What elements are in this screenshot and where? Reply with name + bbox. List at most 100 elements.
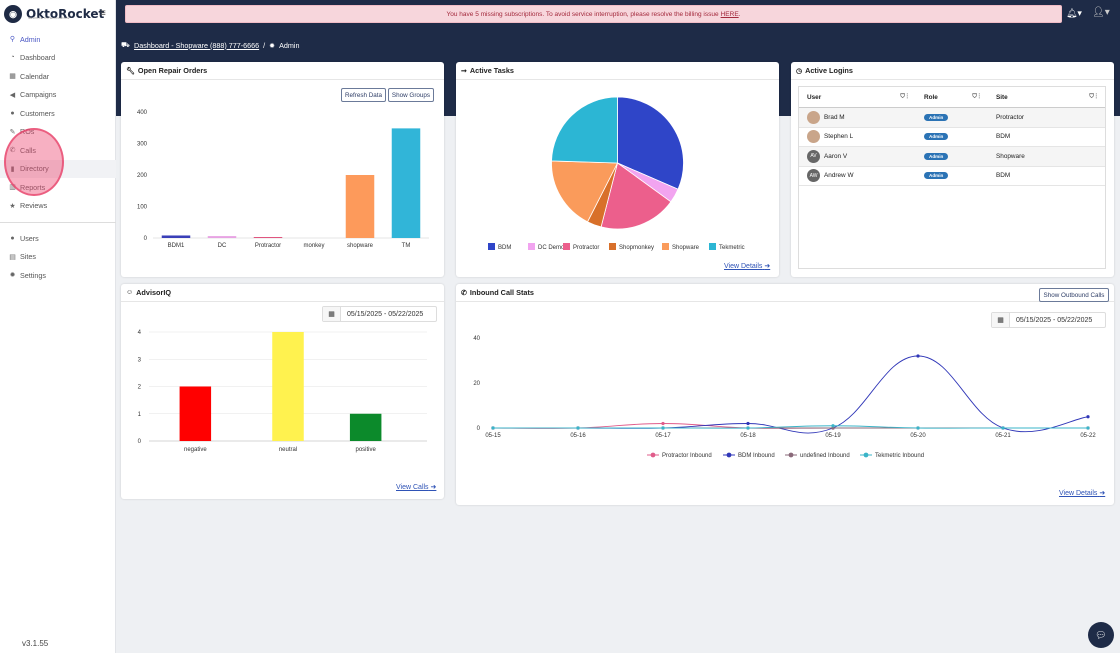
x-tick-label: BDM1	[168, 243, 185, 249]
sidebar-item-label: Users	[20, 233, 39, 243]
advisoriq-view-calls-link[interactable]: View Calls ➜	[396, 483, 436, 491]
logo[interactable]: ◉ OktoRocket	[4, 4, 112, 24]
sidebar-item-label: Calendar	[20, 71, 50, 81]
avatar	[807, 130, 820, 144]
legend-label: Tekmetric Inbound	[875, 453, 924, 459]
sidebar-item-directory[interactable]: ▮ Directory	[0, 159, 116, 178]
sidebar-item-reports[interactable]: ▥ Reports	[0, 178, 116, 197]
user-name: Stephen L	[824, 133, 854, 141]
inbound-date-range-input[interactable]: ▦ 05/15/2025 - 05/22/2025	[991, 312, 1106, 328]
x-tick-label: 05-21	[995, 433, 1011, 439]
series-line	[493, 355, 1089, 434]
sidebar-item-admin[interactable]: ⚲ Admin	[0, 30, 116, 49]
x-tick-label: 05-15	[485, 433, 501, 439]
pie-slice	[551, 160, 619, 223]
repair-orders-header: 🔧︎ Open Repair Orders	[121, 62, 444, 80]
user-menu-icon[interactable]: 👤︎▾	[1092, 7, 1110, 18]
data-point	[746, 426, 750, 430]
legend-label: Protractor Inbound	[662, 453, 712, 459]
sidebar-item-label: Reviews	[20, 201, 48, 211]
x-tick-label: 05-22	[1080, 433, 1096, 439]
sidebar-item-label: ROs	[20, 127, 35, 137]
show-groups-button[interactable]: Show Groups	[388, 88, 434, 102]
logo-subtitle: SERVICE INTELLIGENCE	[28, 16, 70, 20]
table-row[interactable]: AV Aaron V Admin Shopware	[799, 147, 1105, 167]
chat-icon[interactable]: 💬︎	[1088, 622, 1114, 648]
y-tick-label: 4	[138, 330, 142, 336]
billing-alert: You have 5 missing subscriptions. To avo…	[125, 5, 1062, 23]
role-badge: Admin	[924, 152, 949, 160]
sidebar-item-label: Settings	[20, 270, 46, 280]
table-row[interactable]: Stephen L Admin BDM	[799, 128, 1105, 147]
sidebar: ◉ OktoRocket SERVICE INTELLIGENCE ≡ ⚲ Adm…	[0, 0, 116, 653]
legend-swatch	[709, 243, 716, 250]
column-site[interactable]: Site ⛉ ⋮	[988, 94, 1105, 101]
breadcrumb-dashboard-link[interactable]: Dashboard - Shopware (888) 777-6666	[134, 40, 260, 50]
smile-icon: ☺	[126, 289, 134, 296]
alert-link[interactable]: HERE	[720, 10, 739, 18]
inbound-view-details-link[interactable]: View Details ➜	[1059, 489, 1105, 497]
wrench-icon: 🔧︎	[126, 67, 135, 75]
sidebar-item-users[interactable]: ● Users	[0, 229, 116, 248]
y-tick-label: 0	[144, 236, 148, 242]
filter-icon[interactable]: ⛉ ⋮	[972, 93, 980, 100]
sidebar-item-ros[interactable]: ✎ ROs	[0, 123, 116, 142]
sidebar-item-dashboard[interactable]: ◔ Dashboard	[0, 49, 116, 68]
table-row[interactable]: Brad M Admin Protractor	[799, 108, 1105, 128]
filter-icon[interactable]: ⛉ ⋮	[1089, 93, 1097, 100]
bell-icon[interactable]: 🔔︎▾	[1066, 8, 1082, 18]
legend-label: BDM Inbound	[738, 453, 775, 459]
x-tick-label: 05-18	[740, 433, 756, 439]
data-point	[831, 426, 835, 430]
refresh-data-button[interactable]: Refresh Data	[341, 88, 386, 102]
sidebar-item-reviews[interactable]: ★ Reviews	[0, 197, 116, 216]
sidebar-item-sites[interactable]: ▤ Sites	[0, 248, 116, 267]
active-tasks-view-details-link[interactable]: View Details ➜	[724, 262, 770, 270]
avatar	[807, 110, 820, 124]
x-tick-label: Protractor	[255, 243, 281, 249]
sidebar-item-calls[interactable]: ✆ Calls	[0, 141, 116, 160]
sidebar-item-campaigns[interactable]: ◀ Campaigns	[0, 86, 116, 105]
sidebar-item-calendar[interactable]: ▦ Calendar	[0, 67, 116, 86]
role-badge: Admin	[924, 172, 949, 180]
active-logins-title: Active Logins	[805, 66, 853, 75]
column-user[interactable]: User ⛉ ⋮	[799, 94, 916, 101]
active-logins-header: ◷ Active Logins	[791, 62, 1114, 80]
y-tick-label: 40	[473, 336, 480, 342]
legend-swatch	[662, 243, 669, 250]
show-outbound-calls-button[interactable]: Show Outbound Calls	[1039, 288, 1109, 302]
advisoriq-card: ☺ AdvisorIQ ▦ 05/15/2025 - 05/22/2025 0 1 2 3…	[121, 284, 444, 499]
data-point	[746, 421, 750, 426]
legend-marker	[788, 452, 794, 458]
y-tick-label: 100	[137, 205, 148, 211]
legend-swatch	[609, 243, 616, 250]
sidebar-item-label: Sites	[20, 252, 36, 262]
sidebar-item-settings[interactable]: ✹ Settings	[0, 266, 116, 285]
role-badge: Admin	[924, 133, 949, 141]
date-range-value: 05/15/2025 - 05/22/2025	[1016, 316, 1093, 324]
breadcrumb-current: Admin	[279, 40, 300, 50]
hamburger-menu-icon[interactable]: ≡	[100, 8, 106, 19]
legend-marker	[863, 452, 869, 458]
table-row[interactable]: AW Andrew W Admin BDM	[799, 167, 1105, 186]
x-tick-label: positive	[355, 447, 376, 453]
active-tasks-card: ➞ Active Tasks BDM DC Demo Protractor Shopmo…	[456, 62, 779, 277]
data-point	[576, 426, 580, 430]
y-tick-label: 0	[138, 439, 142, 445]
advisoriq-chart: 0 1 2 3 4 negative neutral positive	[138, 330, 427, 453]
active-tasks-chart: BDM DC Demo Protractor Shopmonkey Shopware Te…	[488, 96, 745, 251]
filter-icon[interactable]: ⛉ ⋮	[900, 93, 908, 100]
data-point	[1086, 426, 1090, 430]
calendar-icon: ▦	[992, 313, 1010, 327]
view-calls-label: View Calls	[396, 484, 429, 491]
inbound-calls-title: Inbound Call Stats	[469, 288, 534, 297]
series-line	[493, 425, 1088, 429]
sidebar-item-customers[interactable]: ● Customers	[0, 104, 116, 123]
bar	[272, 332, 304, 441]
sidebar-item-label: Customers	[20, 108, 55, 118]
star-icon: ★	[9, 202, 16, 210]
column-role[interactable]: Role ⛉ ⋮	[916, 94, 988, 101]
advisoriq-date-range-input[interactable]: ▦ 05/15/2025 - 05/22/2025	[322, 306, 437, 322]
legend-label: Shopware	[672, 245, 700, 251]
sidebar-nav: ⚲ Admin ◔ Dashboard ▦ Calendar ◀ Campaigns ●…	[0, 30, 116, 285]
